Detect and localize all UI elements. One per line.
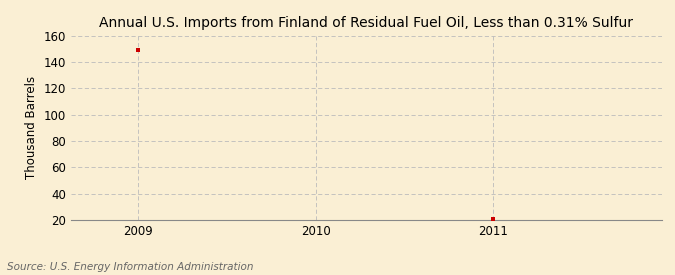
Point <box>487 216 498 221</box>
Y-axis label: Thousand Barrels: Thousand Barrels <box>25 76 38 180</box>
Point <box>133 48 144 53</box>
Title: Annual U.S. Imports from Finland of Residual Fuel Oil, Less than 0.31% Sulfur: Annual U.S. Imports from Finland of Resi… <box>99 16 633 31</box>
Text: Source: U.S. Energy Information Administration: Source: U.S. Energy Information Administ… <box>7 262 253 272</box>
